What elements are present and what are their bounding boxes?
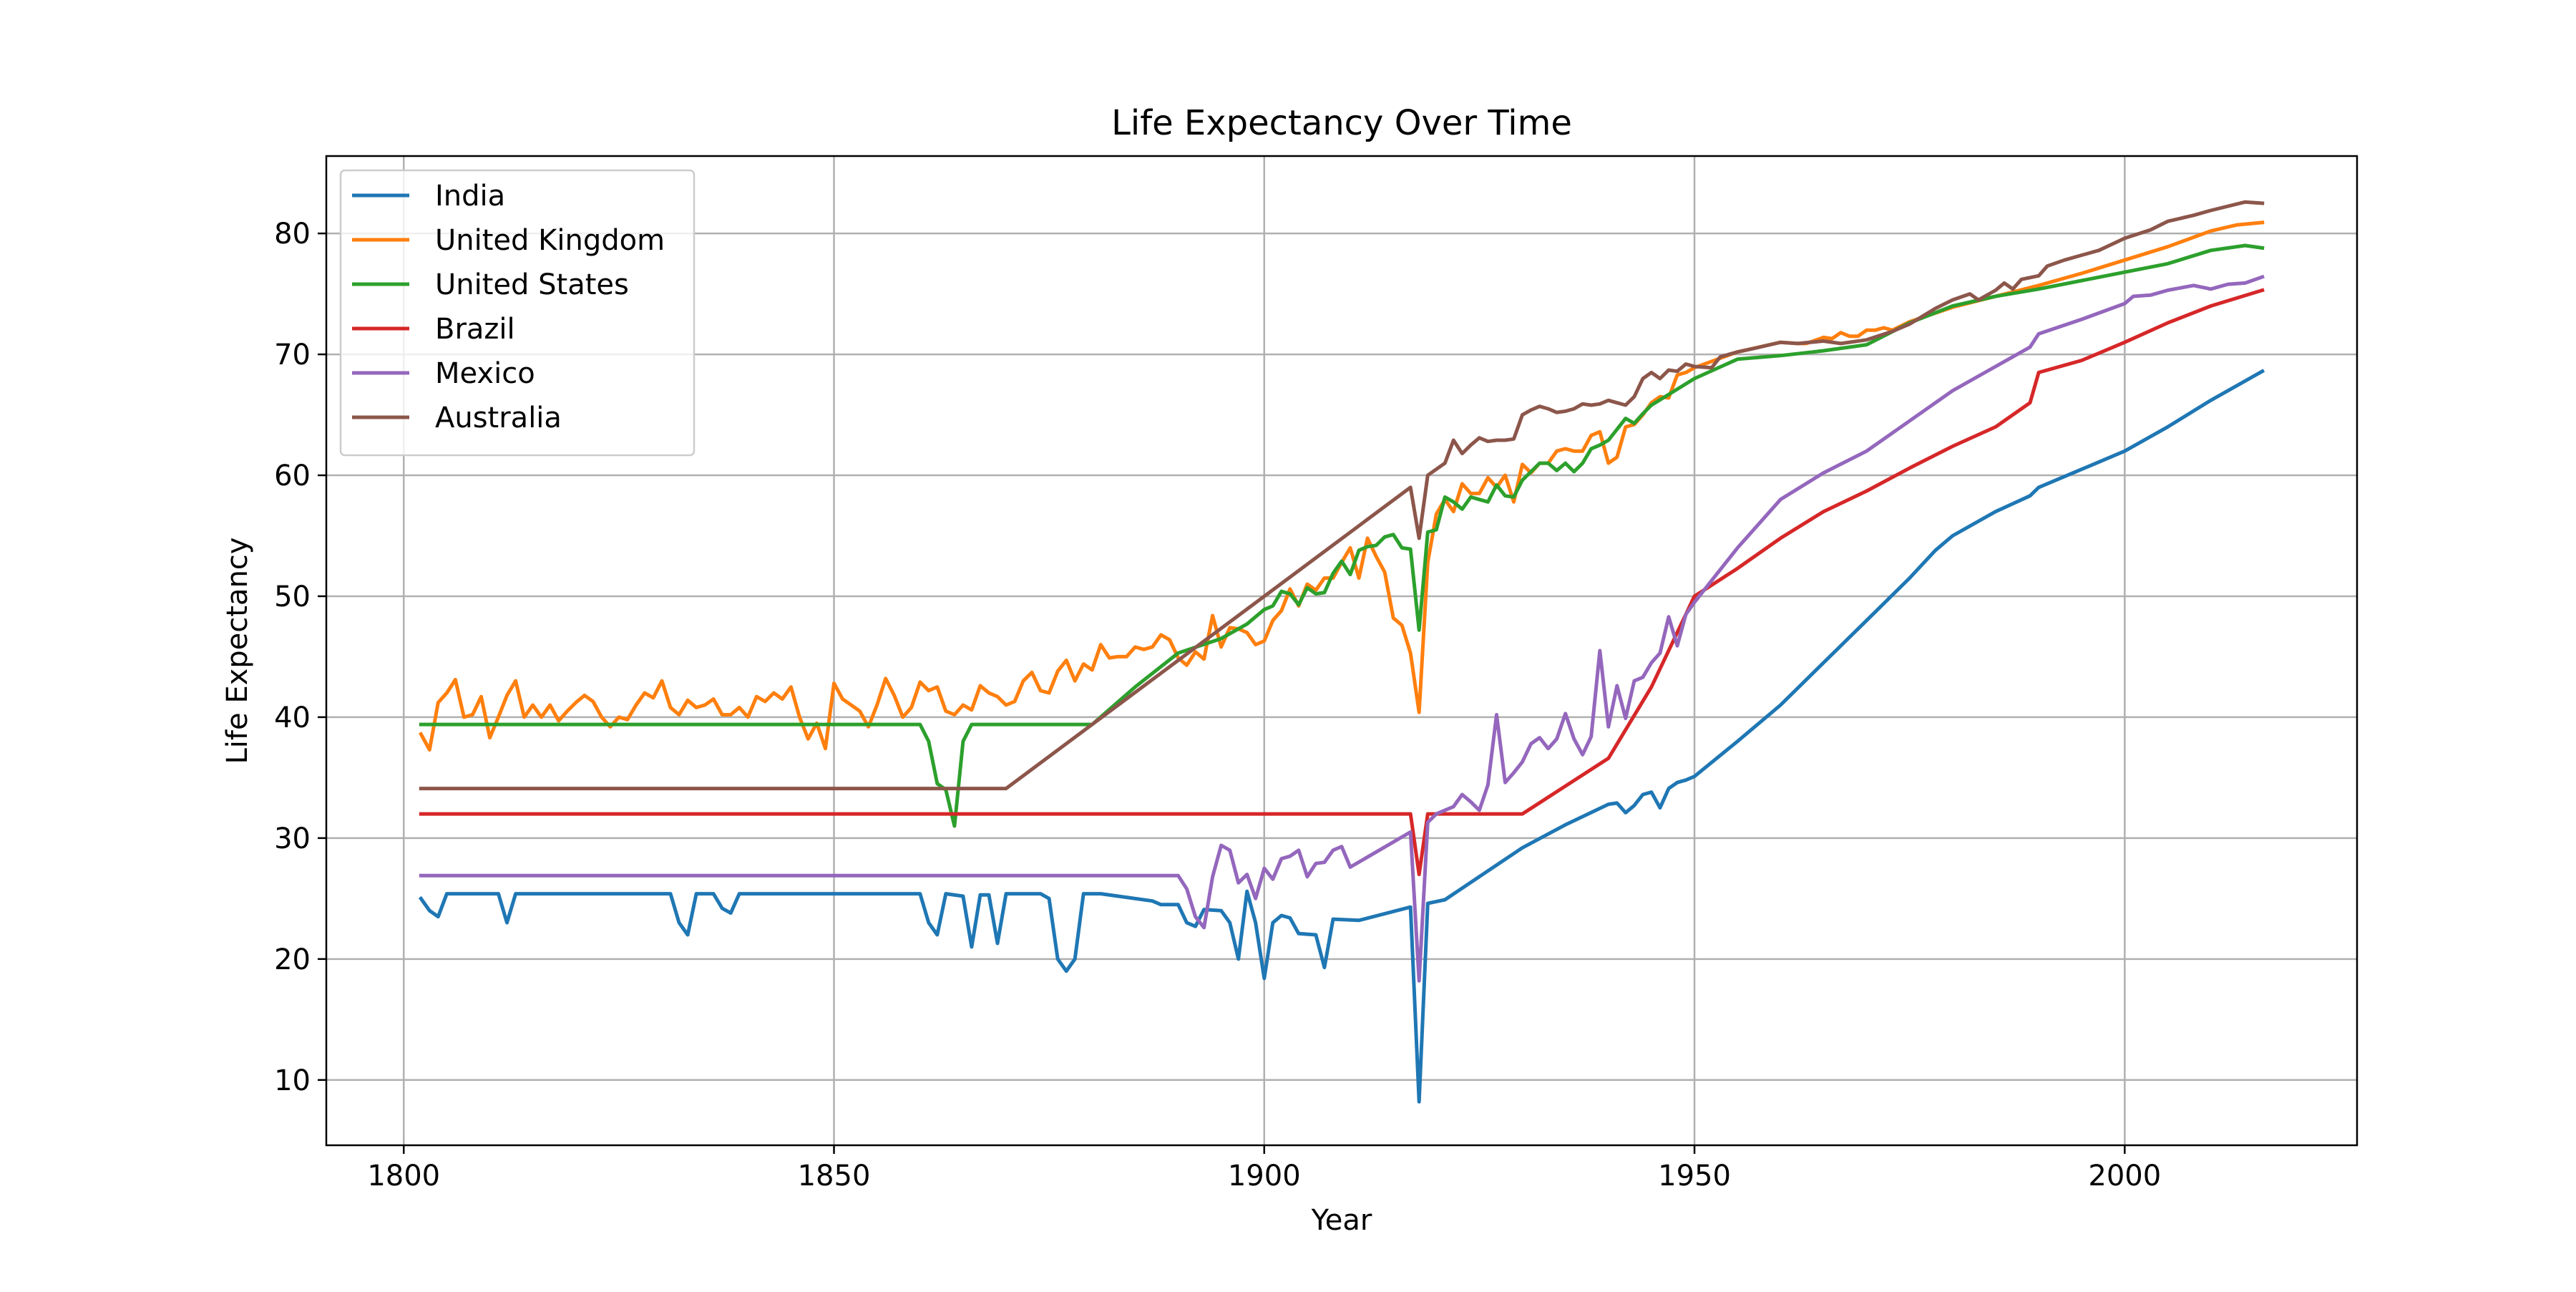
series-lines <box>418 200 2265 1104</box>
legend-label-india: India <box>435 180 505 213</box>
legend-label-united-states: United States <box>435 268 629 301</box>
plot-frame <box>325 155 2358 1147</box>
x-axis-label: Year <box>1311 1204 1372 1237</box>
y-tick-label: 60 <box>274 460 311 492</box>
y-axis-label: Life Expectancy <box>221 538 254 764</box>
series-line-united-kingdom <box>418 220 2265 752</box>
x-tick-label: 1950 <box>1658 1160 1731 1193</box>
x-tick-label: 1900 <box>1228 1160 1301 1193</box>
axis-ticks: 1800 1850 1900 1950 2000 10 20 30 40 50 60 70 80 <box>274 218 2161 1193</box>
legend-box <box>339 169 696 457</box>
x-tick-label: 2000 <box>2088 1160 2161 1193</box>
y-tick-label: 80 <box>274 218 311 251</box>
series-line-india <box>418 369 2265 1104</box>
legend-label-united-kingdom: United Kingdom <box>435 224 665 257</box>
x-tick-label: 1800 <box>367 1160 440 1193</box>
series-line-mexico <box>419 274 2265 983</box>
y-tick-label: 30 <box>274 822 311 855</box>
y-tick-label: 40 <box>274 701 311 734</box>
series-line-brazil <box>419 288 2265 877</box>
chart-title: Life Expectancy Over Time <box>1111 103 1572 143</box>
y-tick-label: 10 <box>274 1064 311 1097</box>
y-tick-label: 50 <box>274 581 311 613</box>
legend-label-australia: Australia <box>435 402 562 434</box>
legend: India United Kingdom United States Brazil Me… <box>339 169 696 457</box>
legend-label-brazil: Brazil <box>435 313 515 346</box>
series-line-australia <box>419 200 2265 791</box>
legend-label-mexico: Mexico <box>435 357 535 390</box>
y-tick-label: 70 <box>274 339 311 371</box>
y-tick-label: 20 <box>274 943 311 976</box>
x-tick-label: 1850 <box>798 1160 871 1193</box>
series-line-united-states <box>419 243 2265 828</box>
